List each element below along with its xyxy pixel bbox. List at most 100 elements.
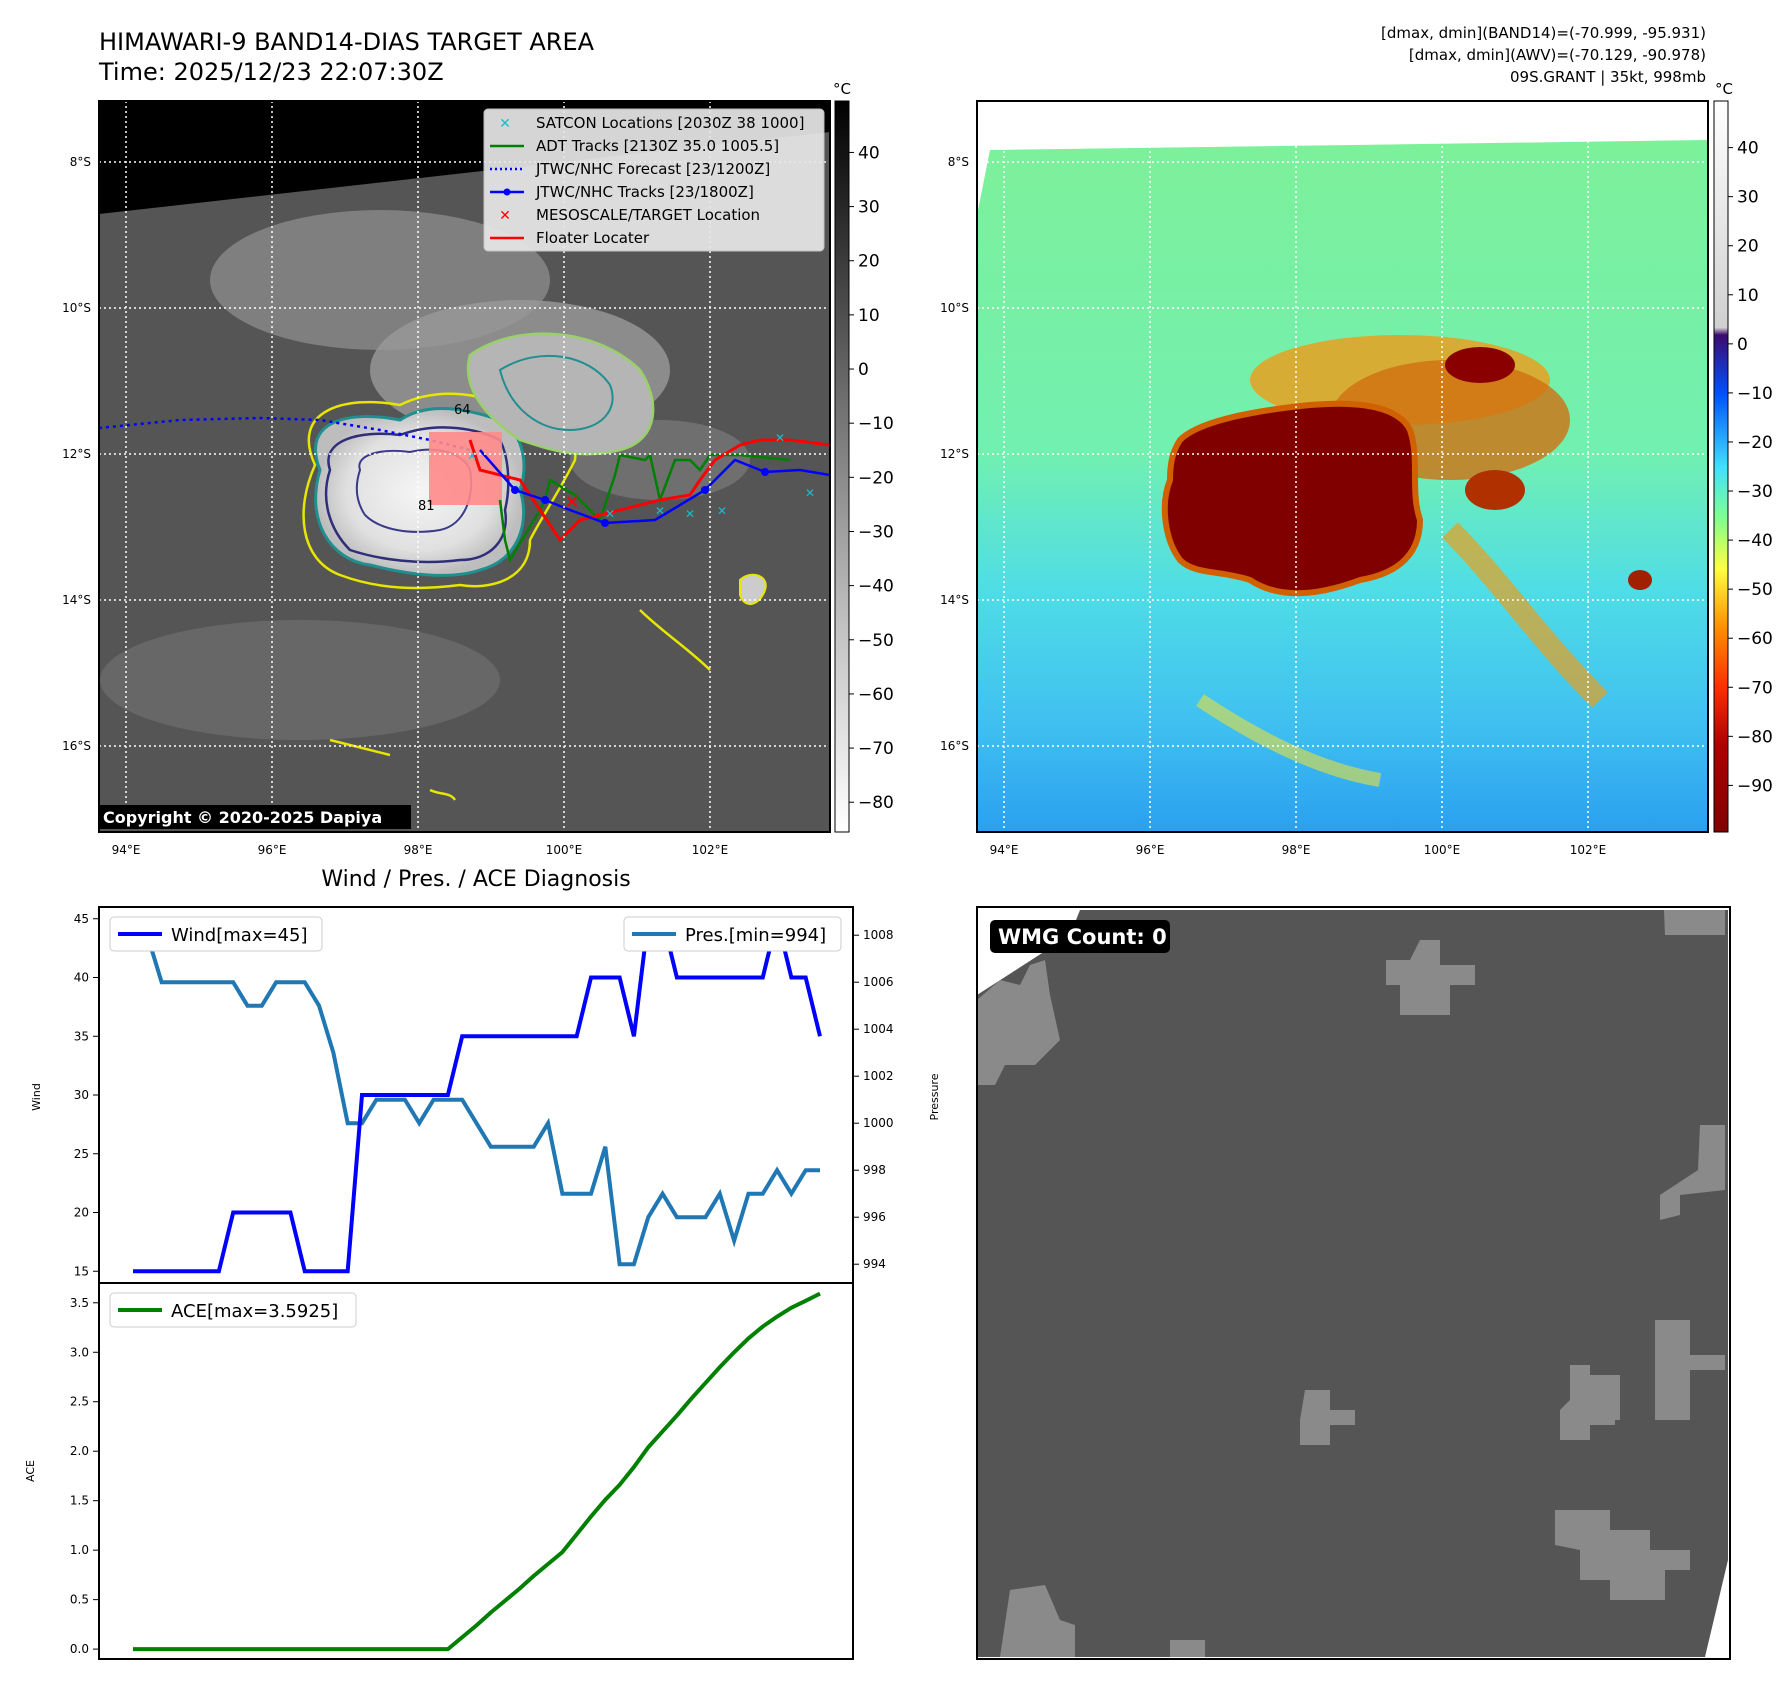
svg-text:✕: ✕ xyxy=(605,507,615,521)
wind-series-line xyxy=(133,916,822,1274)
awv-moisture-features xyxy=(1161,335,1652,787)
mesoscale-target-box xyxy=(429,432,502,505)
ace-axis-label: ACE xyxy=(24,1460,37,1482)
ace-series-line xyxy=(133,1291,821,1652)
map-lon-tick-label: 96°E xyxy=(258,843,287,857)
ir-colorbar: °C 40 30 20 10 0 −10 −20 −30 −40 −50 −60 −70 −80 xyxy=(833,80,894,833)
colorbar-tick-label: −40 xyxy=(1737,531,1773,551)
wind-tick-label: 30 xyxy=(74,1088,89,1102)
colorbar-tick-label: −80 xyxy=(1737,727,1773,747)
ir-colorbar-unit: °C xyxy=(833,80,851,98)
wind-pressure-chart: 15 20 25 30 35 40 45 994 996 998 1000 1002 1004 1006… xyxy=(30,906,941,1284)
wmg-gray-blocks xyxy=(977,910,1725,1657)
legend-label: Floater Locater xyxy=(536,229,650,247)
wind-legend: Wind[max=45] xyxy=(109,916,323,952)
ir-cloud-field xyxy=(100,210,767,801)
awv-gridlines xyxy=(977,101,1708,832)
map-lat-tick-label: 14°S xyxy=(62,593,91,607)
colorbar-tick-label: −90 xyxy=(1737,776,1773,796)
map-lat-tick-label: 12°S xyxy=(62,447,91,461)
map-lat-tick-label: 16°S xyxy=(62,739,91,753)
ace-legend-label: ACE[max=3.5925] xyxy=(171,1301,338,1322)
colorbar-tick-label: −50 xyxy=(1737,580,1773,600)
legend-item: ADT Tracks [2130Z 35.0 1005.5] xyxy=(490,137,779,155)
colorbar-tick-label: 10 xyxy=(858,306,880,326)
map-lat-tick-label: 14°S xyxy=(940,593,969,607)
map-lat-tick-label: 10°S xyxy=(62,301,91,315)
colorbar-tick-label: −80 xyxy=(858,793,894,813)
info-awv: [dmax, dmin](AWV)=(-70.129, -90.978) xyxy=(1409,46,1706,64)
legend-marker-icon: ✕ xyxy=(499,116,511,132)
colorbar-tick-label: −20 xyxy=(1737,433,1773,453)
legend-item: JTWC/NHC Forecast [23/1200Z] xyxy=(490,160,770,178)
awv-colorbar-unit: °C xyxy=(1715,80,1733,98)
ir-gridlines xyxy=(99,101,830,832)
ace-tick-label: 2.0 xyxy=(70,1444,89,1458)
map-lon-tick-label: 100°E xyxy=(546,843,583,857)
colorbar-tick-label: −10 xyxy=(858,414,894,434)
map-lat-tick-label: 8°S xyxy=(948,155,969,169)
colorbar-tick-label: 20 xyxy=(1737,237,1759,257)
colorbar-tick-label: −50 xyxy=(858,631,894,651)
awv-map-ticks: 94°E 96°E 98°E 100°E 102°E 8°S 10°S 12°S 14°S 16°… xyxy=(940,155,1606,857)
map-lon-tick-label: 102°E xyxy=(692,843,729,857)
map-lat-tick-label: 8°S xyxy=(70,155,91,169)
ace-tick-label: 3.0 xyxy=(70,1345,89,1359)
contour-label-64: 64 xyxy=(454,403,471,418)
svg-text:✕: ✕ xyxy=(685,507,695,521)
legend-label: MESOSCALE/TARGET Location xyxy=(536,206,760,224)
copyright-text: Copyright © 2020-2025 Dapiya xyxy=(103,808,382,827)
colorbar-tick-label: 40 xyxy=(858,143,880,163)
map-lon-tick-label: 94°E xyxy=(990,843,1019,857)
info-band14: [dmax, dmin](BAND14)=(-70.999, -95.931) xyxy=(1381,24,1706,42)
wind-tick-label: 35 xyxy=(74,1029,89,1043)
wmg-count-text: WMG Count: 0 xyxy=(998,925,1167,949)
awv-map-frame xyxy=(976,100,1709,833)
colorbar-tick-label: −60 xyxy=(1737,629,1773,649)
pressure-tick-label: 994 xyxy=(863,1257,886,1271)
colorbar-tick-label: 20 xyxy=(858,252,880,272)
wmg-background xyxy=(977,910,1728,1657)
ace-tick-label: 1.0 xyxy=(70,1543,89,1557)
wind-tick-label: 15 xyxy=(74,1264,89,1278)
legend-item: JTWC/NHC Tracks [23/1800Z] xyxy=(490,183,754,201)
map-lon-tick-label: 96°E xyxy=(1136,843,1165,857)
colorbar-tick-label: −30 xyxy=(1737,482,1773,502)
pressure-tick-label: 1002 xyxy=(863,1069,894,1083)
colorbar-tick-label: −60 xyxy=(858,685,894,705)
map-lat-tick-label: 12°S xyxy=(940,447,969,461)
pressure-legend-label: Pres.[min=994] xyxy=(685,925,826,946)
map-lon-tick-label: 98°E xyxy=(404,843,433,857)
colorbar-tick-label: 40 xyxy=(1737,139,1759,159)
awv-colorbar: °C 40 30 20 10 0 −10 −20 −30 −40 −50 −60 −70 −80 −90 xyxy=(1713,80,1773,833)
ir-map-frame xyxy=(98,100,831,833)
ace-tick-label: 0.5 xyxy=(70,1593,89,1607)
svg-text:✕: ✕ xyxy=(717,504,727,518)
map-lon-tick-label: 102°E xyxy=(1570,843,1607,857)
pressure-series-line xyxy=(133,933,820,1267)
wind-tick-label: 45 xyxy=(74,912,89,926)
svg-text:✕: ✕ xyxy=(775,431,785,445)
legend-marker-icon: ✕ xyxy=(499,208,511,224)
wind-tick-label: 40 xyxy=(74,971,89,985)
colorbar-tick-label: 0 xyxy=(858,360,869,380)
ace-tick-label: 1.5 xyxy=(70,1494,89,1508)
legend-item: ✕ SATCON Locations [2030Z 38 1000] xyxy=(499,114,804,132)
pressure-tick-label: 998 xyxy=(863,1163,886,1177)
figure-time: Time: 2025/12/23 22:07:30Z xyxy=(98,58,444,86)
colorbar-tick-label: −10 xyxy=(1737,384,1773,404)
wind-axis-label: Wind xyxy=(30,1083,43,1111)
pressure-tick-label: 1006 xyxy=(863,975,894,989)
colorbar-tick-label: 10 xyxy=(1737,286,1759,306)
info-storm: 09S.GRANT | 35kt, 998mb xyxy=(1510,68,1706,86)
ace-chart: 0.0 0.5 1.0 1.5 2.0 2.5 3.0 3.5 ACE ACE[max=3.5… xyxy=(24,1282,854,1660)
legend-label: JTWC/NHC Tracks [23/1800Z] xyxy=(535,183,754,201)
colorbar-tick-label: −70 xyxy=(858,739,894,759)
legend-label: SATCON Locations [2030Z 38 1000] xyxy=(536,114,804,132)
diagnosis-title: Wind / Pres. / ACE Diagnosis xyxy=(321,867,630,892)
ace-tick-label: 3.5 xyxy=(70,1296,89,1310)
pressure-tick-label: 1000 xyxy=(863,1116,894,1130)
ir-map-ticks: 94°E 96°E 98°E 100°E 102°E 8°S 10°S 12°S 14°S 16°… xyxy=(62,155,728,857)
map-lat-tick-label: 10°S xyxy=(940,301,969,315)
